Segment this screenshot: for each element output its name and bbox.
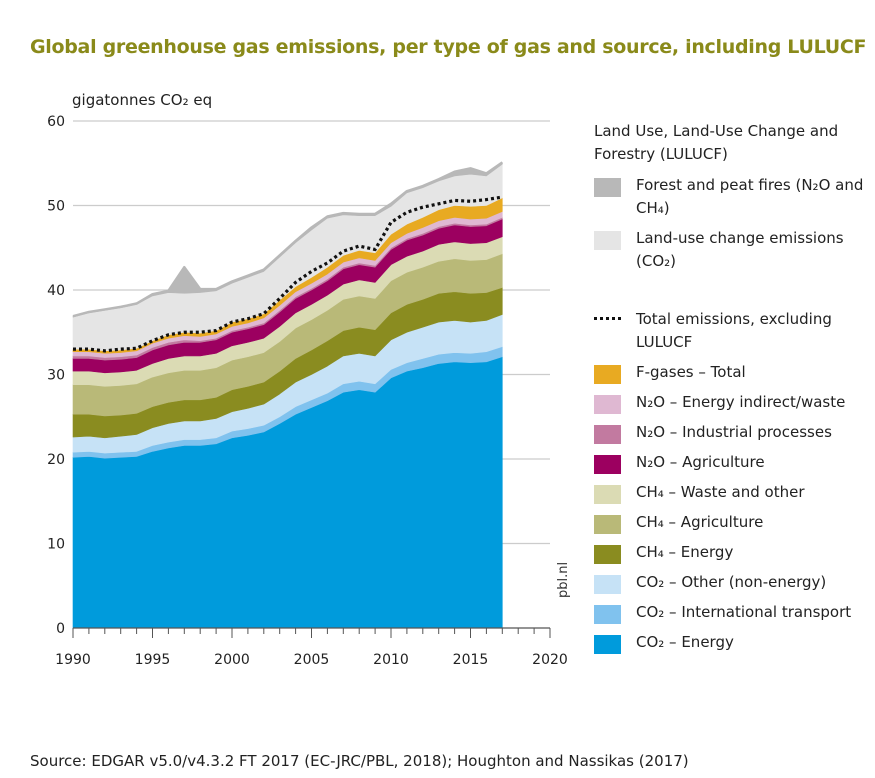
x-axis-ticks: 1990 1995 2000 2005 2010 2015 2020 <box>55 652 568 668</box>
chart-title: Global greenhouse gas emissions, per typ… <box>30 36 867 58</box>
y-tick-label: 30 <box>47 368 65 384</box>
x-tick-label: 2000 <box>214 652 250 668</box>
legend-swatch <box>594 178 621 197</box>
legend: Land Use, Land-Use Change and Forestry (… <box>594 120 874 661</box>
legend-item-landuse: Land-use change emissions (CO₂) <box>594 227 874 273</box>
legend-label: N₂O – Energy indirect/waste <box>636 393 846 411</box>
legend-label: Land-use change emissions (CO₂) <box>636 229 844 270</box>
legend-label: CO₂ – Energy <box>636 633 734 651</box>
legend-item-n2o-energy: N₂O – Energy indirect/waste <box>594 391 874 414</box>
x-tick-label: 1995 <box>135 652 171 668</box>
y-axis-unit-label: gigatonnes CO₂ eq <box>72 91 213 109</box>
line-total_line <box>73 195 503 353</box>
legend-item-n2o-industrial: N₂O – Industrial processes <box>594 421 874 444</box>
area-fires-edge <box>72 161 504 318</box>
legend-item-ch4-agriculture: CH₄ – Agriculture <box>594 511 874 534</box>
legend-swatch <box>594 545 621 564</box>
legend-item-fgas: F-gases – Total <box>594 361 874 384</box>
legend-label: CH₄ – Agriculture <box>636 513 764 531</box>
legend-item-co2-intl-transport: CO₂ – International transport <box>594 601 874 624</box>
legend-swatch <box>594 365 621 384</box>
legend-swatch <box>594 231 621 250</box>
legend-label: Total emissions, excluding LULUCF <box>636 310 832 351</box>
legend-label: N₂O – Agriculture <box>636 453 765 471</box>
legend-label: CH₄ – Energy <box>636 543 734 561</box>
total-line-layer <box>73 195 503 353</box>
x-tick-label: 2005 <box>294 652 330 668</box>
legend-label: N₂O – Industrial processes <box>636 423 832 441</box>
legend-item-total-line: Total emissions, excluding LULUCF <box>594 308 874 354</box>
legend-item-ch4-energy: CH₄ – Energy <box>594 541 874 564</box>
x-tick-label: 2015 <box>453 652 489 668</box>
legend-label: Forest and peat fires (N₂O and CH₄) <box>636 176 864 217</box>
legend-dotted-line <box>594 317 621 320</box>
legend-item-co2-other: CO₂ – Other (non-energy) <box>594 571 874 594</box>
y-tick-label: 60 <box>47 114 65 130</box>
legend-item-co2-energy: CO₂ – Energy <box>594 631 874 654</box>
watermark: pbl.nl <box>556 561 571 598</box>
legend-swatch <box>594 455 621 474</box>
legend-label: CO₂ – Other (non-energy) <box>636 573 827 591</box>
y-axis-ticks: 0 10 20 30 40 50 60 <box>47 114 65 637</box>
x-tick-label: 2020 <box>532 652 568 668</box>
stacked-areas <box>72 161 504 629</box>
legend-item-fires: Forest and peat fires (N₂O and CH₄) <box>594 174 874 220</box>
legend-swatch <box>594 395 621 414</box>
legend-swatch <box>594 635 621 654</box>
legend-swatch <box>594 485 621 504</box>
y-tick-label: 50 <box>47 199 65 215</box>
legend-label: CH₄ – Waste and other <box>636 483 805 501</box>
y-tick-label: 0 <box>56 621 65 637</box>
legend-swatch <box>594 575 621 594</box>
legend-label: CO₂ – International transport <box>636 603 852 621</box>
legend-swatch <box>594 605 621 624</box>
legend-swatch <box>594 515 621 534</box>
source-note: Source: EDGAR v5.0/v4.3.2 FT 2017 (EC-JR… <box>30 752 689 770</box>
legend-item-n2o-agriculture: N₂O – Agriculture <box>594 451 874 474</box>
legend-item-ch4-waste: CH₄ – Waste and other <box>594 481 874 504</box>
y-tick-label: 40 <box>47 283 65 299</box>
y-tick-label: 20 <box>47 452 65 468</box>
x-tick-label: 1990 <box>55 652 91 668</box>
x-axis <box>72 627 551 638</box>
y-tick-label: 10 <box>47 537 65 553</box>
legend-label: F-gases – Total <box>636 363 746 381</box>
legend-heading-lulucf: Land Use, Land-Use Change and Forestry (… <box>594 122 839 163</box>
legend-swatch <box>594 425 621 444</box>
x-tick-label: 2010 <box>373 652 409 668</box>
